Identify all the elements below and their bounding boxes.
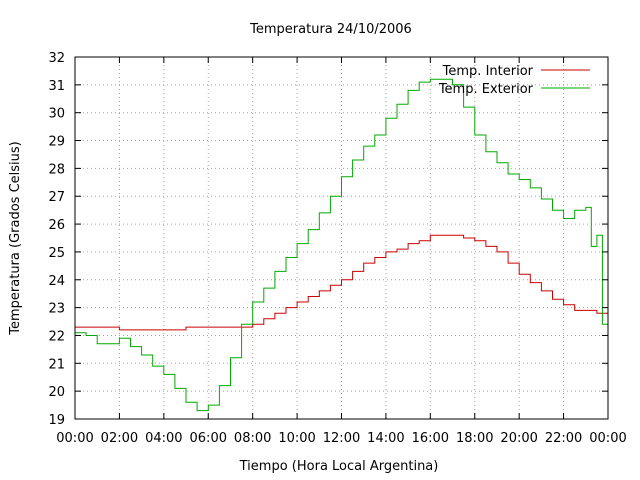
x-axis-title: Tiempo (Hora Local Argentina) <box>239 459 439 474</box>
x-tick-label: 12:00 <box>323 431 360 446</box>
y-tick-label: 32 <box>48 51 65 66</box>
y-tick-label: 21 <box>48 357 65 372</box>
x-tick-label: 08:00 <box>234 431 271 446</box>
x-tick-label: 00:00 <box>589 431 626 446</box>
y-tick-label: 26 <box>48 218 65 233</box>
series-lines <box>75 78 609 412</box>
y-tick-label: 27 <box>48 190 65 205</box>
series-line-interior <box>75 234 609 331</box>
y-axis-title: Temperatura (Grados Celsius) <box>8 141 23 335</box>
x-tick-label: 14:00 <box>367 431 404 446</box>
y-tick-label: 29 <box>48 135 65 150</box>
y-tick-label: 31 <box>48 79 65 94</box>
x-tick-label: 02:00 <box>101 431 138 446</box>
y-tick-label: 23 <box>48 302 65 317</box>
chart-title: Temperatura 24/10/2006 <box>249 22 412 37</box>
x-tick-label: 00:00 <box>56 431 93 446</box>
y-tick-label: 28 <box>48 162 65 177</box>
x-tick-label: 18:00 <box>456 431 493 446</box>
y-tick-labels: 19 20 21 22 23 24 25 26 27 28 29 30 31 32 <box>48 51 65 428</box>
y-tick-label: 19 <box>48 413 65 428</box>
chart-legend: Temp. Interior Temp. Exterior <box>438 64 590 97</box>
x-tick-label: 06:00 <box>190 431 227 446</box>
x-tick-labels: 00:00 02:00 04:00 06:00 08:00 10:00 12:00 14:00… <box>56 431 626 446</box>
y-tick-label: 20 <box>48 385 65 400</box>
x-tick-label: 04:00 <box>145 431 182 446</box>
y-tick-label: 24 <box>48 274 65 289</box>
x-tick-label: 10:00 <box>278 431 315 446</box>
grid-lines <box>75 57 608 419</box>
x-tick-label: 20:00 <box>500 431 537 446</box>
y-tick-label: 25 <box>48 246 65 261</box>
series-line-exterior <box>75 78 609 412</box>
legend-label-interior: Temp. Interior <box>442 64 534 79</box>
axis-ticks <box>74 56 609 420</box>
legend-label-exterior: Temp. Exterior <box>438 82 534 97</box>
y-tick-label: 22 <box>48 329 65 344</box>
x-tick-label: 16:00 <box>412 431 449 446</box>
x-tick-label: 22:00 <box>545 431 582 446</box>
y-tick-label: 30 <box>48 107 65 122</box>
